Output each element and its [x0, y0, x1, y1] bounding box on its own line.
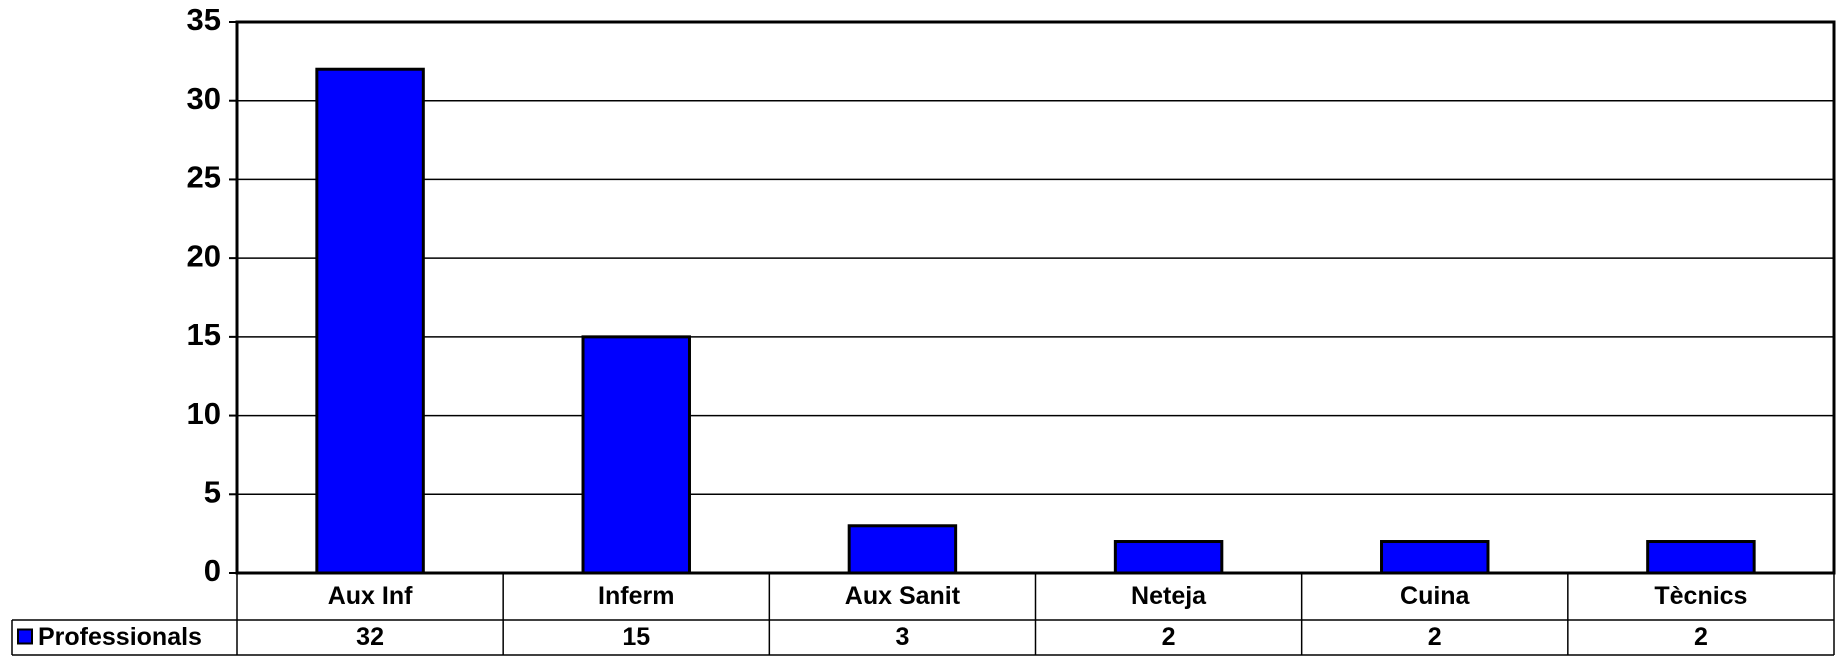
y-tick-label: 0	[204, 553, 221, 588]
y-tick-label: 25	[187, 160, 221, 195]
legend-label: Professionals	[38, 623, 202, 651]
bar	[581, 335, 691, 575]
legend-swatch	[17, 628, 33, 645]
y-tick-label: 30	[187, 81, 221, 116]
plot-border	[235, 20, 1836, 575]
x-tick-label: Aux Inf	[328, 582, 413, 610]
x-tick-label: Tècnics	[1654, 582, 1747, 610]
bar	[1113, 540, 1224, 575]
x-tick-label: Neteja	[1131, 582, 1207, 610]
bar	[847, 524, 958, 575]
data-table-value: 3	[895, 623, 909, 651]
bar	[315, 67, 425, 575]
x-tick-label: Inferm	[598, 582, 674, 610]
x-tick-label: Cuina	[1400, 582, 1471, 610]
bar	[1646, 540, 1756, 575]
data-table-value: 2	[1694, 623, 1708, 651]
data-table-value: 15	[622, 623, 650, 651]
y-tick-label: 35	[187, 2, 221, 37]
data-table-value: 2	[1428, 623, 1442, 651]
bar	[1380, 540, 1490, 575]
y-tick-label: 5	[204, 474, 221, 509]
data-table-value: 32	[356, 623, 384, 651]
y-tick-label: 10	[187, 396, 221, 431]
y-tick-label: 20	[187, 238, 221, 273]
y-tick-label: 15	[187, 317, 221, 352]
x-tick-label: Aux Sanit	[845, 582, 961, 610]
data-table-value: 2	[1162, 623, 1176, 651]
